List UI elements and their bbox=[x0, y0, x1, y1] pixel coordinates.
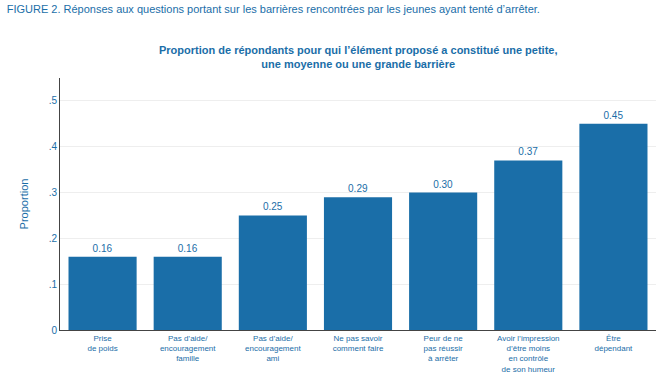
svg-text:FIGURE 2. Réponses aux questio: FIGURE 2. Réponses aux questions portant… bbox=[7, 3, 540, 15]
svg-text:Proportion de répondants pour: Proportion de répondants pour qui l’élém… bbox=[159, 44, 557, 70]
svg-text:0.29: 0.29 bbox=[348, 183, 368, 194]
svg-text:.3: .3 bbox=[49, 187, 58, 198]
svg-text:Ne pas savoircomment faire: Ne pas savoircomment faire bbox=[333, 334, 384, 353]
svg-text:Proportion: Proportion bbox=[18, 179, 30, 230]
svg-text:Prisede poids: Prisede poids bbox=[87, 334, 117, 353]
svg-text:0: 0 bbox=[51, 325, 57, 336]
svg-text:Pas d’aide/encouragementfamill: Pas d’aide/encouragementfamille bbox=[160, 334, 216, 364]
svg-text:Peur de nepas réussirà arrêter: Peur de nepas réussirà arrêter bbox=[424, 334, 464, 364]
svg-text:.2: .2 bbox=[49, 233, 58, 244]
svg-text:0.30: 0.30 bbox=[433, 179, 453, 190]
svg-text:Êtredépendant: Êtredépendant bbox=[595, 334, 634, 353]
svg-text:0.25: 0.25 bbox=[263, 201, 283, 212]
svg-text:.4: .4 bbox=[49, 141, 58, 152]
svg-text:.1: .1 bbox=[49, 279, 58, 290]
svg-text:.5: .5 bbox=[49, 95, 58, 106]
svg-text:0.16: 0.16 bbox=[93, 243, 113, 254]
svg-text:0.16: 0.16 bbox=[178, 243, 198, 254]
svg-text:Pas d’aide/encouragementami: Pas d’aide/encouragementami bbox=[245, 334, 301, 364]
svg-text:0.45: 0.45 bbox=[603, 110, 623, 121]
svg-text:0.37: 0.37 bbox=[518, 146, 538, 157]
svg-text:Avoir l’impressiond’être moins: Avoir l’impressiond’être moinsen contrôl… bbox=[497, 334, 560, 374]
